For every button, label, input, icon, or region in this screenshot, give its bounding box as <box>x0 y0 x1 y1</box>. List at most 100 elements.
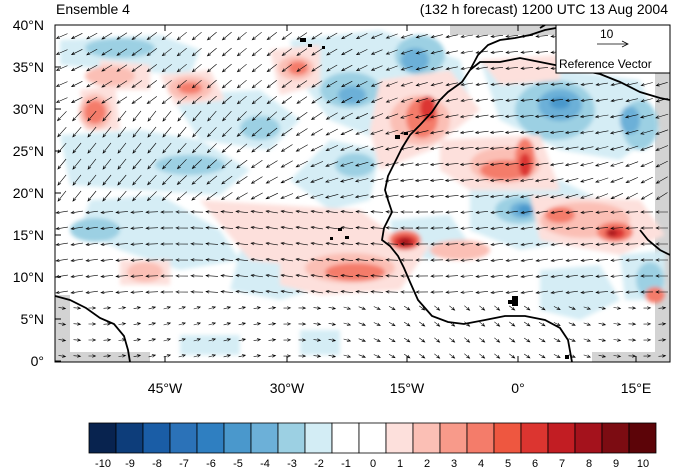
wind-vector-arrow <box>148 322 157 326</box>
wind-vector-arrow <box>504 162 519 166</box>
wind-vector-arrow <box>610 177 624 183</box>
wind-vector-arrow <box>640 176 653 184</box>
wind-vector-arrow <box>505 258 518 262</box>
wind-vector-arrow <box>115 226 129 230</box>
wind-vector-arrow <box>519 178 534 183</box>
wind-vector-arrow <box>72 142 82 154</box>
wind-vector-arrow <box>535 242 548 247</box>
wind-vector-arrow <box>85 290 98 294</box>
colorbar-swatch <box>358 422 387 454</box>
wind-vector-arrow <box>206 63 217 73</box>
wind-vector-arrow <box>579 146 594 151</box>
wind-vector-arrow <box>595 210 609 214</box>
wind-vector-arrow <box>655 290 668 294</box>
wind-vector-arrow <box>117 126 127 138</box>
wind-vector-arrow <box>266 80 277 89</box>
wind-vector-arrow <box>236 127 248 137</box>
wind-vector-arrow <box>281 127 293 137</box>
wind-vector-arrow <box>340 210 354 214</box>
wind-vector-arrow <box>147 126 157 138</box>
wind-vector-arrow <box>474 178 489 182</box>
wind-vector-arrow <box>445 274 459 278</box>
wind-vector-arrow <box>490 210 504 214</box>
wind-vector-arrow <box>205 290 219 294</box>
wind-vector-arrow <box>191 175 203 185</box>
wind-vector-arrow <box>489 146 504 150</box>
wind-vector-arrow <box>265 274 278 278</box>
wind-vector-arrow <box>449 305 456 311</box>
wind-vector-arrow <box>430 242 444 246</box>
wind-vector-arrow <box>464 353 471 359</box>
wind-vector-arrow <box>175 258 189 262</box>
wind-vector-arrow <box>70 242 83 246</box>
wind-vector-arrow <box>325 128 338 136</box>
wind-vector-arrow <box>414 178 429 183</box>
wind-vector-arrow <box>490 274 504 278</box>
wind-vector-arrow <box>553 354 561 358</box>
wind-vector-arrow <box>55 242 68 247</box>
wind-vector-arrow <box>403 321 411 327</box>
wind-vector-arrow <box>191 47 202 57</box>
wind-vector-arrow <box>236 79 247 89</box>
wind-vector-arrow <box>175 274 189 278</box>
wind-vector-arrow <box>160 226 174 230</box>
wind-vector-arrow <box>176 63 187 73</box>
wind-vector-arrow <box>146 80 157 89</box>
wind-vector-arrow <box>355 81 368 87</box>
wind-vector-arrow <box>283 338 292 342</box>
wind-vector-arrow <box>177 110 187 122</box>
wind-vector-arrow <box>266 111 278 121</box>
wind-vector-arrow <box>655 113 669 119</box>
colorbar-swatch <box>466 422 495 454</box>
wind-vector-arrow <box>100 242 114 246</box>
wind-vector-arrow <box>58 354 67 358</box>
wind-vector-arrow <box>445 82 458 87</box>
wind-vector-arrow <box>610 226 624 230</box>
wind-vector-arrow <box>250 192 263 200</box>
wind-vector-arrow <box>161 191 172 202</box>
wind-vector-arrow <box>191 191 203 201</box>
wind-vector-arrow <box>474 130 489 134</box>
wind-vector-arrow <box>103 322 112 326</box>
wind-vector-arrow <box>385 258 399 262</box>
wind-vector-arrow <box>205 258 219 262</box>
wind-vector-arrow <box>565 210 578 214</box>
wind-vector-arrow <box>340 242 354 246</box>
colorbar-swatch <box>304 422 333 454</box>
wind-vector-arrow <box>340 112 353 120</box>
wind-vector-arrow <box>238 322 247 326</box>
wind-vector-arrow <box>434 337 441 343</box>
wind-vector-arrow <box>595 82 608 87</box>
wind-vector-arrow <box>434 305 441 311</box>
wind-vector-arrow <box>474 146 489 150</box>
wind-vector-arrow <box>583 354 592 358</box>
wind-vector-arrow <box>117 190 127 202</box>
wind-vector-arrow <box>429 130 444 135</box>
wind-vector-arrow <box>176 191 188 201</box>
wind-vector-arrow <box>340 274 354 278</box>
wind-vector-arrow <box>655 192 668 200</box>
wind-vector-arrow <box>415 98 428 103</box>
wind-vector-arrow <box>355 33 368 39</box>
wind-vector-arrow <box>85 210 98 214</box>
wind-vector-arrow <box>222 110 232 122</box>
wind-vector-arrow <box>385 113 399 119</box>
wind-vector-arrow <box>505 242 518 246</box>
colorbar-swatch <box>88 422 117 454</box>
wind-vector-arrow <box>625 210 639 214</box>
wind-vector-arrow <box>325 258 338 262</box>
wind-vector-arrow <box>429 114 444 119</box>
wind-vector-arrow <box>87 190 97 202</box>
colorbar-tick-label: -9 <box>125 458 135 470</box>
wind-vector-arrow <box>565 242 578 246</box>
wind-vector-arrow <box>610 161 624 167</box>
wind-vector-arrow <box>640 290 654 294</box>
wind-vector-arrow <box>613 338 622 342</box>
wind-vector-arrow <box>85 274 98 278</box>
colorbar-tick-label: 1 <box>396 458 404 470</box>
wind-vector-arrow <box>640 210 654 214</box>
lon-label-45w: 45°W <box>147 380 183 396</box>
wind-vector-arrow <box>610 290 624 294</box>
wind-vector-arrow <box>595 193 609 199</box>
